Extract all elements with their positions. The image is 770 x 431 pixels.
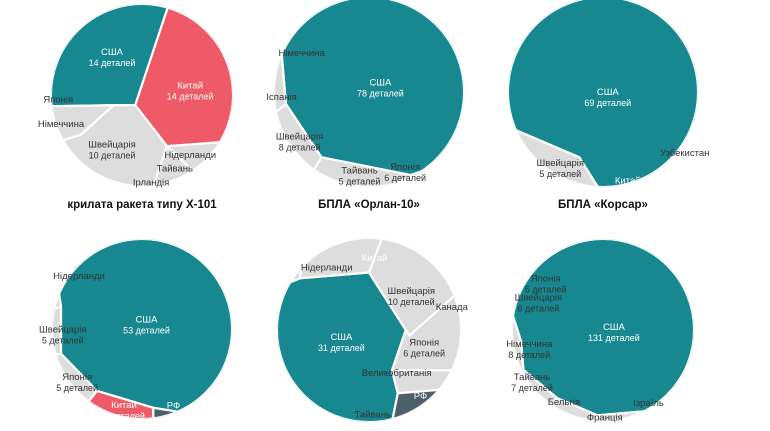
cell-japan — [29, 53, 37, 107]
label-usa: США — [101, 47, 124, 58]
label-netherlands: Нідерланди — [164, 150, 216, 161]
cell-taiwan — [356, 420, 411, 422]
value-label-usa: 53 деталей — [123, 326, 170, 336]
label-usa: США — [369, 77, 392, 88]
label-usa: США — [136, 315, 159, 326]
value-label-switzerland: 8 деталей — [279, 142, 321, 152]
value-label-china: 14 деталей — [167, 92, 214, 102]
value-label-usa: 14 деталей — [89, 58, 136, 68]
value-label-japan: 5 деталей — [56, 383, 98, 393]
value-label-switzerland: 5 деталей — [539, 169, 581, 179]
label-russia: РФ — [414, 391, 427, 402]
cell-taiwan — [302, 156, 412, 187]
label-uk: Великобританія — [362, 368, 432, 379]
label-netherlands: Нідерланди — [301, 262, 353, 273]
value-label-switzerland: 5 деталей — [42, 335, 84, 345]
label-canada: Канада — [436, 302, 469, 313]
label-japan: Японія — [390, 162, 420, 173]
chart-title: крилата ракета типу Х-101 — [67, 199, 217, 211]
value-label-taiwan: 5 деталей — [339, 177, 381, 187]
value-label-japan: 6 деталей — [403, 349, 445, 359]
label-china: Китай — [177, 81, 203, 92]
value-label-japan: 5 деталей — [525, 285, 567, 295]
label-switzerland: Швейцарія — [537, 158, 585, 169]
value-label-usa: 131 деталей — [588, 333, 640, 343]
label-taiwan: Тайвань — [514, 372, 550, 383]
label-germany: Німеччина — [38, 119, 85, 130]
label-russia: РФ — [167, 401, 180, 412]
label-spain: Іспанія — [266, 92, 296, 103]
value-label-switzerland: 6 деталей — [518, 304, 560, 314]
label-ireland: Ірландія — [133, 177, 169, 188]
value-label-taiwan: 7 деталей — [511, 383, 553, 393]
cell-japan — [512, 272, 514, 314]
label-usa: США — [597, 87, 620, 98]
cell-russia — [390, 386, 461, 422]
label-israel: Ізраїль — [633, 398, 664, 409]
label-japan: Японія — [62, 372, 92, 383]
label-uzbekistan: Узбекистан — [660, 148, 709, 159]
cell-china — [352, 215, 415, 227]
cells — [508, 0, 698, 187]
label-switzerland: Швейцарія — [88, 140, 136, 151]
value-label-switzerland: 10 деталей — [388, 297, 435, 307]
label-switzerland: Швейцарія — [39, 324, 87, 335]
cell-canada — [450, 248, 461, 297]
label-japan: Японія — [43, 95, 73, 106]
cells — [512, 239, 694, 421]
value-label-usa: 69 деталей — [584, 98, 631, 108]
label-japan: Японія — [531, 274, 561, 285]
label-china: Китай — [615, 175, 641, 186]
value-label-usa: 78 деталей — [357, 88, 404, 98]
label-switzerland: Швейцарія — [388, 286, 436, 297]
label-china: Китай — [362, 253, 388, 264]
value-label-japan: 6 деталей — [384, 173, 426, 183]
label-taiwan: Тайвань — [341, 166, 377, 177]
chart-title: БПЛА «Орлан-10» — [318, 199, 420, 211]
label-belgium: Бельгія — [548, 397, 580, 408]
chart-title: БПЛА «Корсар» — [558, 199, 648, 211]
label-usa: США — [330, 332, 353, 343]
cell-russia — [152, 406, 211, 419]
label-china: Китай — [111, 400, 137, 411]
label-taiwan: Тайвань — [157, 164, 193, 175]
label-switzerland: Швейцарія — [276, 131, 324, 142]
value-label-usa: 31 деталей — [318, 343, 365, 353]
label-germany: Німеччина — [506, 339, 553, 350]
cells — [277, 215, 461, 422]
value-label-china: 5 деталей — [103, 411, 145, 421]
label-switzerland: Швейцарія — [515, 293, 563, 304]
label-france: Франція — [587, 412, 623, 423]
label-japan: Японія — [409, 338, 439, 349]
value-label-germany: 8 деталей — [508, 350, 550, 360]
label-taiwan: Тайвань — [355, 410, 391, 421]
label-germany: Німеччина — [278, 48, 325, 59]
label-usa: США — [603, 322, 626, 333]
value-label-switzerland: 10 деталей — [89, 151, 136, 161]
label-netherlands: Нідерланди — [53, 271, 105, 282]
